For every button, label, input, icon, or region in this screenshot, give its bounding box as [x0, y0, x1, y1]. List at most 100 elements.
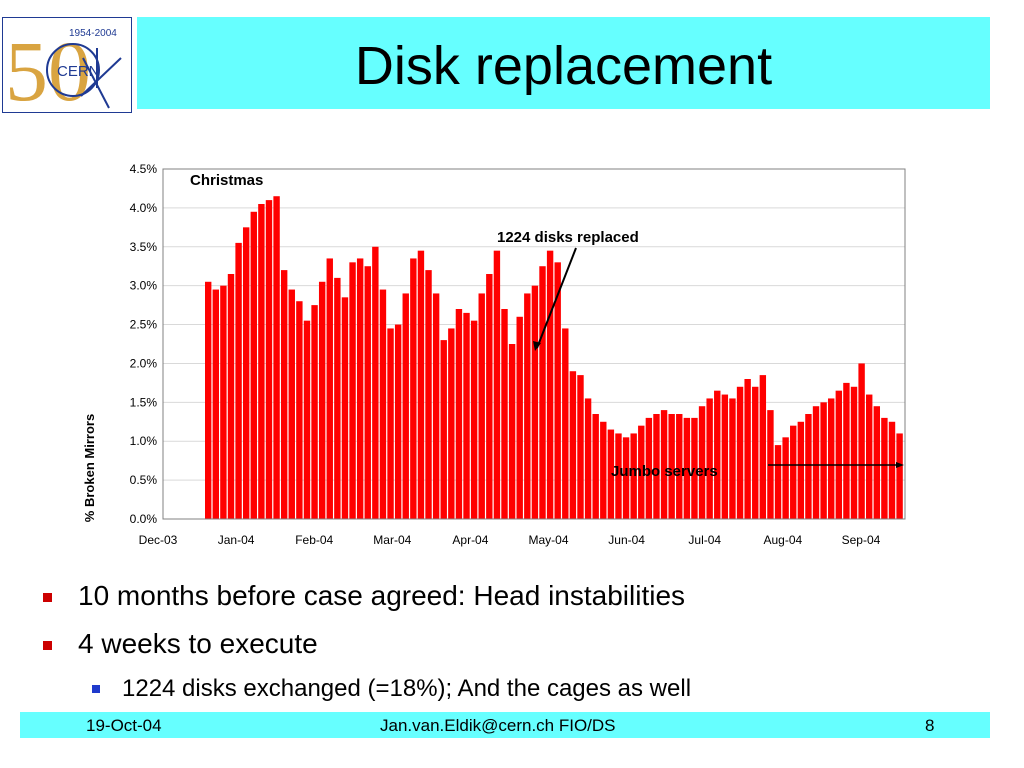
bar [607, 429, 615, 519]
bar [440, 340, 447, 519]
bar [235, 242, 242, 519]
bar [668, 414, 675, 519]
bar [516, 316, 523, 519]
bar [873, 406, 881, 519]
y-tick-label: 3.0% [130, 279, 158, 293]
bar [432, 293, 440, 519]
bar [866, 394, 873, 519]
arrowhead-disks-replaced [533, 341, 541, 351]
bar [896, 433, 903, 519]
bullet-3: 1224 disks exchanged (=18%); And the cag… [122, 675, 692, 702]
bar [326, 258, 333, 519]
footer-author: Jan.van.Eldik@cern.ch FIO/DS [380, 716, 616, 735]
y-tick-label: 1.5% [130, 395, 158, 409]
bar [531, 285, 539, 519]
bar [577, 375, 584, 519]
logo-years: 1954-2004 [69, 28, 117, 39]
bar [774, 445, 782, 519]
cern-logo: 50 CERN 1954-2004 [2, 17, 132, 119]
bar [622, 437, 630, 519]
bar [394, 324, 402, 519]
bar [759, 375, 767, 519]
bar [729, 398, 736, 519]
bar [676, 414, 683, 519]
x-tick-label: Apr-04 [452, 533, 488, 547]
x-tick-label: Feb-04 [295, 533, 333, 547]
bar [820, 402, 827, 519]
bar [470, 320, 478, 519]
bar [250, 211, 257, 519]
annotation-disks-replaced: 1224 disks replaced [497, 229, 639, 246]
bullet-marker [43, 593, 52, 602]
bar [372, 246, 379, 519]
footer: 19-Oct-04 Jan.van.Eldik@cern.ch FIO/DS 8 [20, 712, 990, 738]
bar [273, 196, 280, 519]
bar [410, 258, 417, 519]
bar [311, 305, 318, 519]
bar [265, 200, 273, 519]
bars [205, 196, 903, 519]
bar [524, 293, 531, 519]
bar [212, 289, 219, 519]
bar [721, 394, 729, 519]
bar [744, 379, 751, 519]
bar [615, 433, 622, 519]
bar [205, 281, 212, 519]
bar [463, 312, 470, 519]
bullet-2: 4 weeks to execute [78, 628, 318, 659]
bar [554, 262, 561, 519]
annotation-christmas: Christmas [190, 172, 263, 189]
bar [417, 250, 425, 519]
sub-bullet-marker [92, 685, 100, 693]
y-tick-label: 4.5% [130, 162, 158, 176]
bar [242, 227, 250, 519]
bar [478, 293, 485, 519]
broken-mirrors-chart: 0.0% 0.5% 1.0% 1.5% 2.0% 2.5% 3.0% 3.5% 4.0% 4.5%… [82, 162, 906, 547]
bar [303, 320, 311, 519]
bar [691, 417, 698, 519]
bar [501, 309, 508, 519]
bar [493, 250, 501, 519]
bar [714, 390, 721, 519]
bar [318, 281, 326, 519]
footer-page-number: 8 [925, 716, 935, 735]
bar [858, 363, 865, 519]
x-tick-label: Jan-04 [218, 533, 255, 547]
slide-title: Disk replacement [354, 36, 773, 96]
bar [828, 398, 835, 519]
bar [448, 328, 455, 519]
x-tick-label: Aug-04 [763, 533, 802, 547]
bar [227, 274, 235, 519]
bar [592, 414, 599, 519]
x-tick-label: May-04 [529, 533, 569, 547]
bar [630, 433, 637, 519]
bar [812, 406, 820, 519]
y-tick-label: 2.5% [130, 318, 158, 332]
bullet-1: 10 months before case agreed: Head insta… [78, 580, 686, 611]
y-tick-label: 0.0% [130, 512, 158, 526]
y-tick-label: 3.5% [130, 240, 158, 254]
y-tick-label: 1.0% [130, 434, 158, 448]
x-tick-label: Jul-04 [688, 533, 721, 547]
bar [638, 425, 645, 519]
plot-frame [162, 168, 906, 520]
bar [790, 425, 797, 519]
x-tick-label: Jun-04 [608, 533, 645, 547]
bar [797, 421, 805, 519]
bar [805, 414, 812, 519]
bar [296, 301, 303, 519]
bar [782, 437, 789, 519]
bar [850, 386, 858, 519]
bar [402, 293, 409, 519]
bar [653, 414, 660, 519]
bar [539, 266, 546, 519]
bar [888, 421, 896, 519]
bar [546, 250, 554, 519]
x-tick-label: Dec-03 [139, 533, 178, 547]
x-tick-label: Mar-04 [373, 533, 411, 547]
title-bar: Disk replacement [137, 17, 990, 109]
bar [736, 386, 744, 519]
bar [364, 266, 371, 519]
bar [508, 344, 516, 519]
bar [645, 417, 653, 519]
